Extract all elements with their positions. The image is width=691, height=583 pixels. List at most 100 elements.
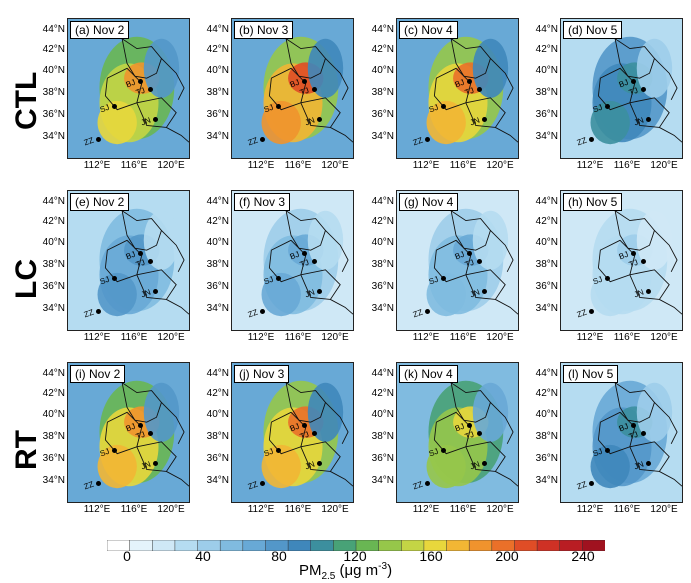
city-marker (302, 423, 307, 428)
latitude-label: 34°N (535, 475, 558, 486)
border-line (614, 381, 655, 423)
latitude-label: 44°N (206, 368, 229, 379)
latitude-label: 34°N (371, 303, 394, 314)
pollution-plume (590, 272, 630, 317)
latitude-label: 38°N (42, 431, 65, 442)
city-marker (589, 481, 594, 486)
city-marker (138, 251, 143, 256)
city-marker (302, 79, 307, 84)
pollution-plume (636, 382, 673, 442)
concentration-field (68, 19, 189, 158)
colorbar-tick-label: 240 (571, 548, 595, 564)
pollution-plume (426, 272, 466, 317)
latitude-label: 42°N (535, 388, 558, 399)
border-line (136, 97, 177, 128)
longitude-label: 116°E (449, 160, 477, 171)
latitude-label: 38°N (206, 431, 229, 442)
border-line (300, 269, 341, 300)
map-panel: BJ TJ SJ JN ZZ (a) Nov 2 (67, 18, 190, 159)
panel-title: (f) Nov 3 (234, 193, 291, 211)
latitude-label: 42°N (535, 216, 558, 227)
border-line (166, 299, 189, 315)
latitude-label: 36°N (42, 453, 65, 464)
colorbar-swatch (129, 540, 154, 551)
border-line (450, 209, 491, 251)
border-line (285, 209, 326, 251)
concentration-field (68, 363, 189, 502)
latitude-label: 44°N (206, 196, 229, 207)
map-panel: BJ TJ SJ JN ZZ (i) Nov 2 (67, 362, 190, 503)
longitude-label: 120°E (650, 160, 678, 171)
latitude-label: 36°N (371, 109, 394, 120)
city-marker (441, 104, 446, 109)
border-line (465, 269, 506, 300)
pollution-plume (143, 382, 180, 442)
latitude-label: 42°N (206, 44, 229, 55)
map-panel: BJ TJ SJ JN ZZ (h) Nov 5 (560, 190, 683, 331)
longitude-label: 112°E (247, 332, 275, 343)
latitude-label: 40°N (371, 237, 394, 248)
longitude-label: 116°E (613, 504, 641, 515)
city-marker (482, 289, 487, 294)
latitude-label: 40°N (535, 65, 558, 76)
panel-title: (k) Nov 4 (399, 365, 458, 383)
latitude-label: 38°N (371, 259, 394, 270)
longitude-label: 120°E (650, 504, 678, 515)
longitude-label: 120°E (650, 332, 678, 343)
latitude-label: 34°N (42, 475, 65, 486)
longitude-label: 112°E (83, 504, 111, 515)
city-marker (112, 448, 117, 453)
city-marker (312, 259, 317, 264)
latitude-label: 40°N (206, 65, 229, 76)
longitude-label: 116°E (449, 504, 477, 515)
panel-title: (l) Nov 5 (563, 365, 619, 383)
latitude-label: 40°N (371, 65, 394, 76)
border-line (629, 97, 670, 128)
border-line (136, 269, 177, 300)
concentration-field (232, 363, 353, 502)
colorbar-swatch (536, 540, 561, 551)
longitude-label: 112°E (247, 504, 275, 515)
longitude-label: 120°E (157, 504, 185, 515)
pollution-plume (307, 382, 344, 442)
city-marker (148, 431, 153, 436)
pollution-plume (472, 38, 509, 98)
latitude-label: 36°N (206, 109, 229, 120)
latitude-label: 40°N (206, 237, 229, 248)
city-marker (646, 117, 651, 122)
city-marker (467, 423, 472, 428)
city-marker (425, 309, 430, 314)
border-line (490, 58, 514, 101)
border-line (659, 471, 682, 487)
panel-title: (b) Nov 3 (234, 21, 294, 39)
map-panel: BJ TJ SJ JN ZZ (e) Nov 2 (67, 190, 190, 331)
pollution-plume (261, 444, 301, 489)
city-marker (138, 423, 143, 428)
border-line (490, 402, 514, 445)
city-marker (589, 309, 594, 314)
longitude-label: 112°E (247, 160, 275, 171)
city-marker (148, 87, 153, 92)
latitude-label: 40°N (535, 237, 558, 248)
latitude-label: 44°N (42, 368, 65, 379)
colorbar (107, 540, 605, 551)
city-marker (605, 448, 610, 453)
concentration-field (397, 191, 518, 330)
pollution-plume (97, 100, 137, 145)
city-marker (477, 259, 482, 264)
concentration-field (232, 191, 353, 330)
latitude-label: 42°N (42, 44, 65, 55)
map-panel: BJ TJ SJ JN ZZ (c) Nov 4 (396, 18, 519, 159)
city-marker (312, 431, 317, 436)
border-line (659, 299, 682, 315)
border-line (465, 441, 506, 472)
city-marker (641, 431, 646, 436)
colorbar-swatch (468, 540, 493, 551)
latitude-label: 34°N (371, 131, 394, 142)
map-panel: BJ TJ SJ JN ZZ (k) Nov 4 (396, 362, 519, 503)
pollution-plume (590, 100, 630, 145)
concentration-field (561, 191, 682, 330)
map-panel: BJ TJ SJ JN ZZ (f) Nov 3 (231, 190, 354, 331)
latitude-label: 34°N (206, 475, 229, 486)
longitude-label: 120°E (486, 332, 514, 343)
